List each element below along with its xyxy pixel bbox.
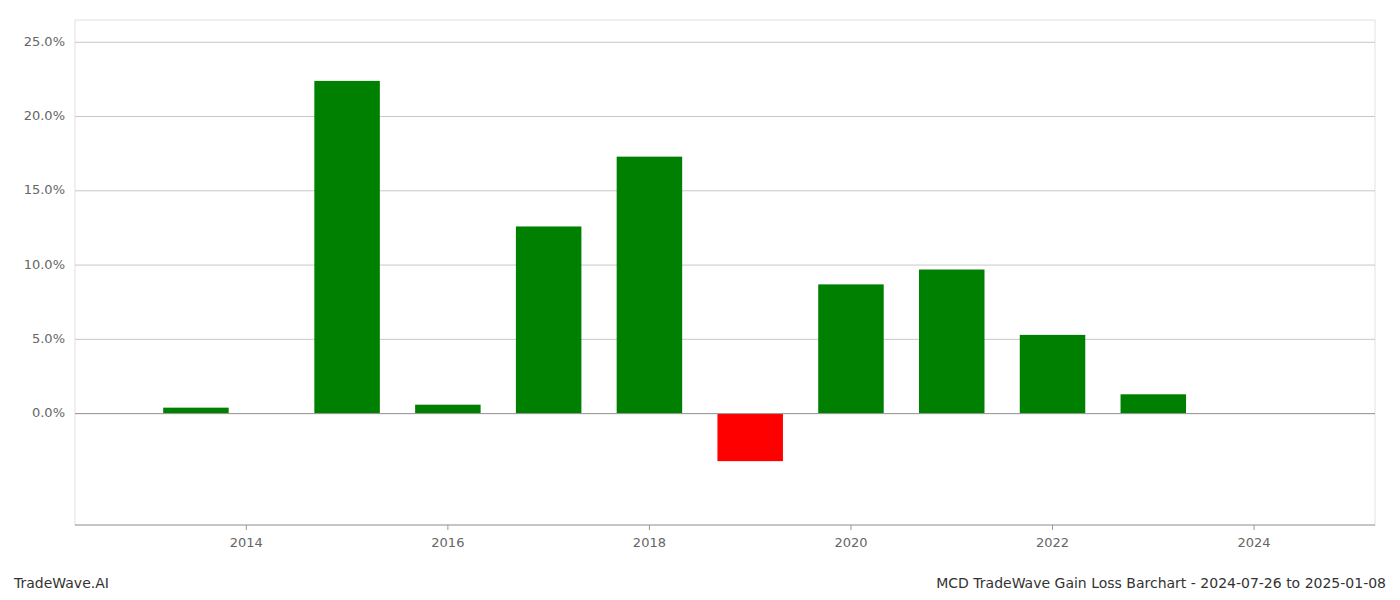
grid-line bbox=[75, 413, 1375, 414]
bar bbox=[314, 81, 380, 414]
y-tick-label: 0.0% bbox=[32, 405, 65, 420]
x-tick bbox=[1052, 525, 1053, 530]
x-tick bbox=[246, 525, 247, 530]
grid-line bbox=[75, 339, 1375, 340]
bar bbox=[818, 284, 884, 413]
bar bbox=[1020, 335, 1086, 414]
y-tick-label: 10.0% bbox=[24, 257, 65, 272]
bar bbox=[1121, 394, 1187, 413]
background bbox=[0, 0, 1400, 600]
grid-line bbox=[75, 116, 1375, 117]
grid-line bbox=[75, 42, 1375, 43]
bar bbox=[617, 157, 683, 414]
bar bbox=[163, 408, 229, 414]
zero-line bbox=[75, 413, 1375, 414]
x-tick-label: 2020 bbox=[834, 535, 867, 550]
y-tick-label: 15.0% bbox=[24, 182, 65, 197]
x-tick bbox=[447, 525, 448, 530]
bar bbox=[415, 405, 481, 414]
y-grid bbox=[75, 42, 1375, 413]
x-axis-line bbox=[75, 525, 1375, 526]
plot-frame bbox=[75, 20, 1375, 525]
x-tick bbox=[1254, 525, 1255, 530]
x-tick-label: 2014 bbox=[230, 535, 263, 550]
x-tick bbox=[649, 525, 650, 530]
bar bbox=[516, 226, 582, 413]
x-tick-label: 2024 bbox=[1238, 535, 1271, 550]
y-tick-label: 5.0% bbox=[32, 331, 65, 346]
footer-text: TradeWave.AI bbox=[13, 575, 109, 591]
bar bbox=[919, 270, 985, 414]
y-tick-label: 25.0% bbox=[24, 34, 65, 49]
x-tick bbox=[850, 525, 851, 530]
grid-line bbox=[75, 265, 1375, 266]
chart: 0.0% 5.0% 10.0% 15.0% 20.0% 25.0% 2014 2016 2018… bbox=[0, 0, 1400, 600]
bar bbox=[717, 414, 783, 462]
x-tick-label: 2018 bbox=[633, 535, 666, 550]
grid-line bbox=[75, 190, 1375, 191]
y-tick-label: 20.0% bbox=[24, 108, 65, 123]
x-tick-label: 2022 bbox=[1036, 535, 1069, 550]
x-tick-label: 2016 bbox=[431, 535, 464, 550]
footer-text: MCD TradeWave Gain Loss Barchart - 2024-… bbox=[936, 575, 1386, 591]
bars bbox=[163, 81, 1186, 461]
